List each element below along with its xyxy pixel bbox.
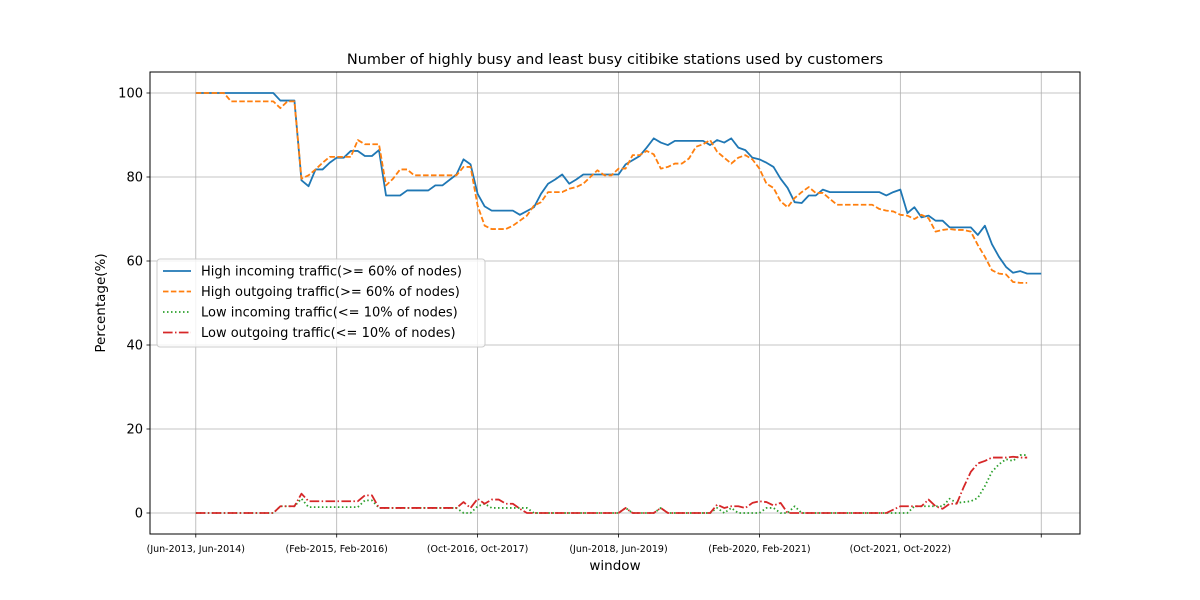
y-tick-label: 0 <box>135 507 143 522</box>
series-line-2 <box>195 92 1028 284</box>
y-tick-label: 80 <box>126 171 143 186</box>
x-tick-label: (Oct-2021, Oct-2022) <box>850 544 952 555</box>
y-tick-label: 20 <box>126 423 143 438</box>
legend-label-4: Low outgoing traffic(<= 10% of nodes) <box>201 326 456 341</box>
y-axis-label: Percentage(%) <box>93 253 109 352</box>
chart-title: Number of highly busy and least busy cit… <box>347 52 883 68</box>
x-tick-label: (Feb-2020, Feb-2021) <box>708 544 810 555</box>
y-tick-label: 40 <box>126 339 143 354</box>
x-tick-label: (Feb-2015, Feb-2016) <box>286 544 388 555</box>
legend-label-2: High outgoing traffic(>= 60% of nodes) <box>201 285 460 300</box>
y-tick-label: 100 <box>118 87 143 102</box>
x-tick-label: (Jun-2013, Jun-2014) <box>147 544 245 555</box>
legend: High incoming traffic(>= 60% of nodes) Hi… <box>156 258 486 348</box>
y-tick-label: 60 <box>126 255 143 270</box>
legend-box <box>156 258 486 348</box>
legend-label-3: Low incoming traffic(<= 10% of nodes) <box>201 306 458 321</box>
legend-label-1: High incoming traffic(>= 60% of nodes) <box>201 265 462 280</box>
series-layer <box>195 92 1042 514</box>
plot-frame <box>149 71 1081 535</box>
axes: 0 20 40 60 80 100 (Jun-2013, Jun-2014) (Feb-201… <box>118 87 1042 555</box>
x-tick-label: (Jun-2018, Jun-2019) <box>569 544 667 555</box>
x-tick-label: (Oct-2016, Oct-2017) <box>427 544 529 555</box>
series-line-4 <box>195 455 1028 514</box>
x-axis-label: window <box>589 558 640 574</box>
